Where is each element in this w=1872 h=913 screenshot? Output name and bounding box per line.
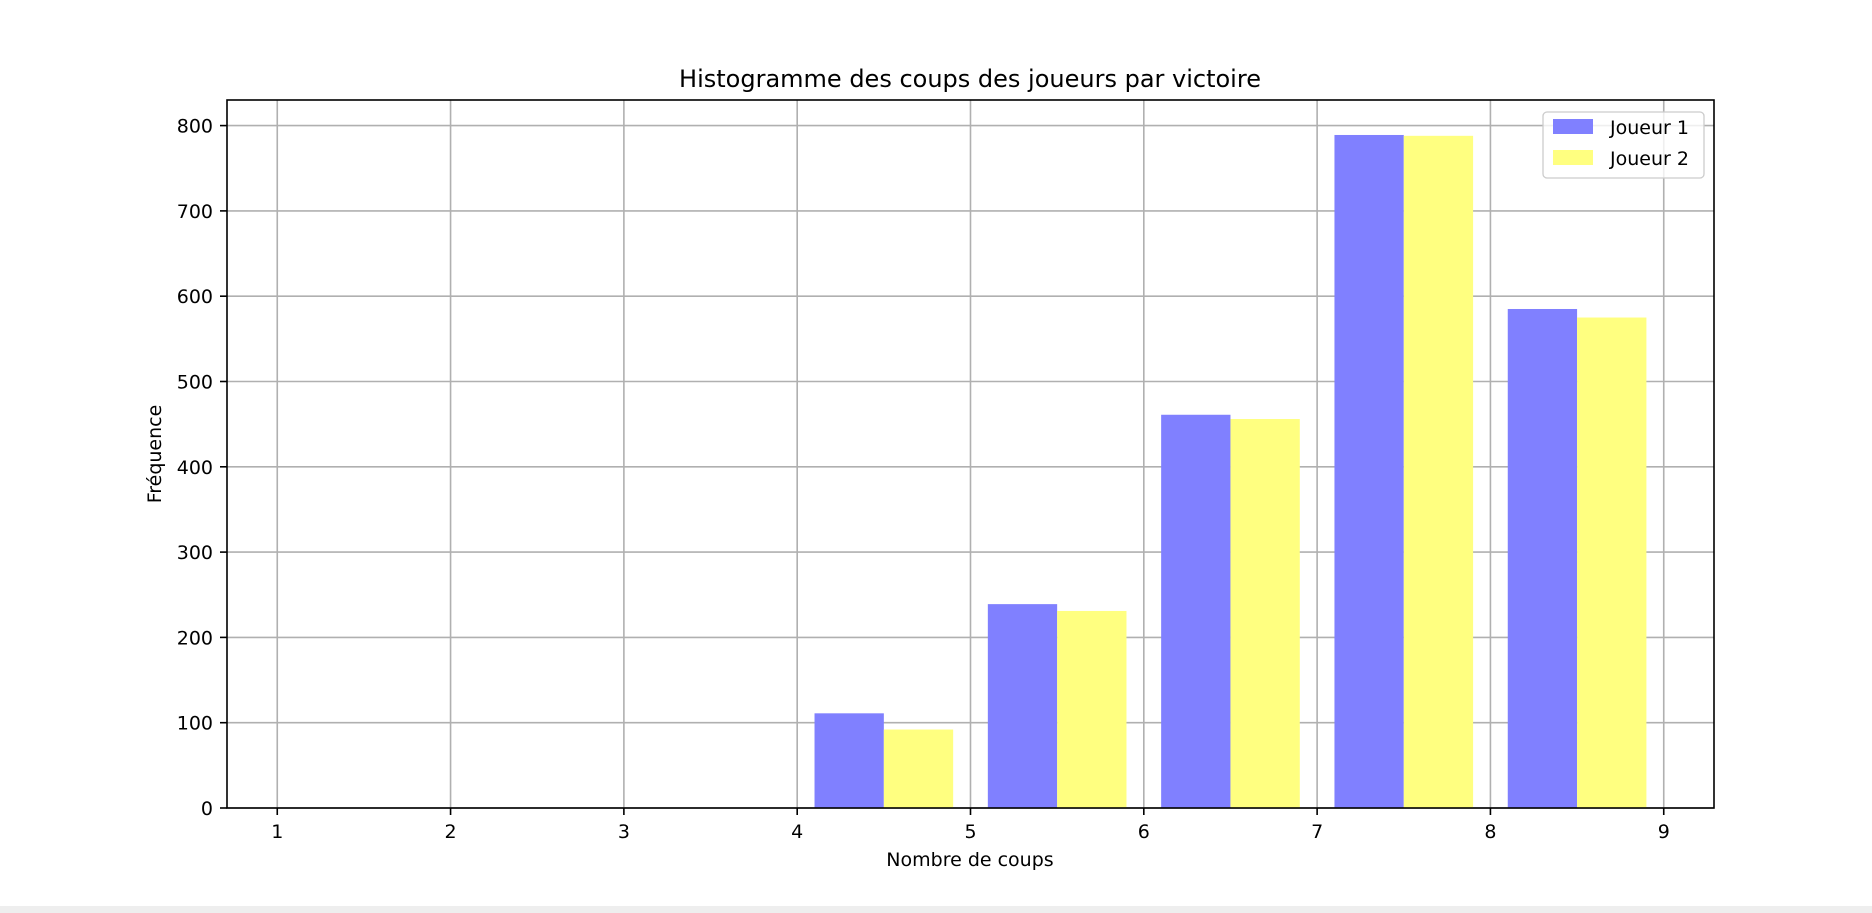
legend-label-1: Joueur 1	[1609, 117, 1689, 139]
x-tick-label: 1	[271, 821, 283, 843]
bar-series-2-bin-2	[1057, 610, 1127, 808]
y-tick-label: 200	[177, 627, 213, 649]
legend-swatch-2	[1553, 150, 1593, 165]
x-tick-label: 4	[791, 821, 803, 843]
x-tick-label: 7	[1311, 821, 1323, 843]
x-tick-label: 2	[445, 821, 457, 843]
legend-swatch-1	[1553, 119, 1593, 134]
y-tick-label: 800	[177, 116, 213, 138]
bars	[814, 134, 1647, 808]
bar-series-2-bin-5	[1577, 317, 1647, 808]
y-tick-label: 100	[177, 713, 213, 735]
y-tick-label: 500	[177, 371, 213, 393]
chart-title: Histogramme des coups des joueurs par vi…	[679, 65, 1261, 93]
bar-series-1-bin-5	[1507, 308, 1578, 808]
bar-series-2-bin-1	[883, 729, 954, 808]
y-tick-label: 0	[201, 798, 213, 820]
bar-series-1-bin-1	[814, 713, 884, 808]
y-axis-label: Fréquence	[144, 405, 166, 504]
legend: Joueur 1 Joueur 2	[1542, 111, 1705, 179]
y-tick-label: 400	[177, 457, 213, 479]
bar-series-2-bin-4	[1403, 135, 1474, 808]
bar-series-1-bin-2	[987, 604, 1058, 808]
x-tick-label: 5	[964, 821, 976, 843]
x-tick-label: 6	[1138, 821, 1150, 843]
bar-series-2-bin-3	[1230, 419, 1300, 808]
grid-lines	[227, 100, 1714, 809]
x-tick-label: 3	[618, 821, 630, 843]
y-tick-label: 700	[177, 201, 213, 223]
y-tick-label: 600	[177, 286, 213, 308]
x-tick-label: 9	[1658, 821, 1670, 843]
y-tick-label: 300	[177, 542, 213, 564]
bar-series-1-bin-3	[1161, 414, 1231, 808]
legend-label-2: Joueur 2	[1609, 148, 1689, 170]
bar-series-1-bin-4	[1334, 134, 1404, 808]
axis-ticks: 1 2 3 4 5 6 7 8 9 0 100 200 300 400 500 600 700 800	[177, 116, 1670, 843]
x-tick-label: 8	[1484, 821, 1496, 843]
x-axis-label: Nombre de coups	[886, 849, 1053, 871]
